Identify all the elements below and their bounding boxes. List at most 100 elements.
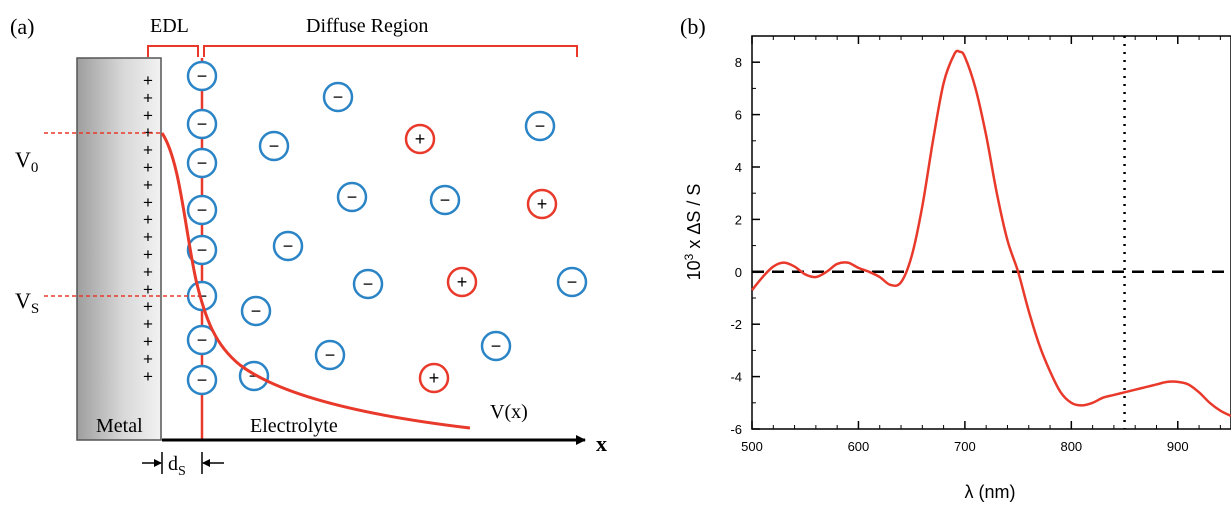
anion-sign: −	[197, 330, 208, 350]
metal-label: Metal	[96, 415, 143, 437]
metal-plus-charge: +	[143, 158, 153, 177]
anion-sign: −	[325, 345, 336, 365]
x-tick-label: 700	[954, 439, 976, 454]
anion-sign: −	[440, 190, 451, 210]
x-tick-label: 500	[741, 439, 763, 454]
metal-plus-charge: +	[143, 367, 153, 386]
anion-circle	[314, 339, 346, 371]
metal-plus-charge: +	[143, 106, 153, 125]
anion-circle	[186, 234, 218, 266]
vx-label: V(x)	[490, 401, 528, 423]
anion-sign: −	[197, 240, 208, 260]
metal-plus-charge: +	[143, 245, 153, 264]
y-tick-label: -6	[730, 422, 742, 437]
anion-circle	[556, 266, 588, 298]
metal-charges: ++++++++++++++++++	[143, 71, 153, 386]
metal-plus-charge: +	[143, 141, 153, 160]
anion-circle	[240, 295, 272, 327]
anion-circle	[336, 181, 368, 213]
metal-plus-charge: +	[143, 123, 153, 142]
anion-circle	[186, 108, 218, 140]
metal-plus-charge: +	[143, 262, 153, 281]
cation-sign: +	[537, 194, 548, 214]
x-tick-label: 600	[848, 439, 870, 454]
anion-circle	[186, 364, 218, 396]
metal-plus-charge: +	[143, 193, 153, 212]
anion-sign: −	[197, 114, 208, 134]
x-axis-title: λ (nm)	[965, 482, 1016, 502]
spectrum-series-line	[751, 49, 1231, 418]
x-axis-label: x	[596, 431, 607, 456]
anion-circle	[429, 184, 461, 216]
y-tick-label: 0	[735, 265, 742, 280]
y-tick-label: -4	[730, 370, 742, 385]
anion-sign: −	[197, 286, 208, 306]
metal-plus-charge: +	[143, 349, 153, 368]
x-axis-ticks: 500 600 700 800 900	[741, 36, 1221, 454]
anion-sign: −	[363, 274, 374, 294]
anion-circle	[524, 110, 556, 142]
metal-plus-charge: +	[143, 88, 153, 107]
y-tick-label: 2	[735, 212, 742, 227]
y-axis-title: 103 x ΔS / S	[682, 184, 704, 281]
metal-plus-charge: +	[143, 228, 153, 247]
metal-plus-charge: +	[143, 280, 153, 299]
anion-sign: −	[197, 200, 208, 220]
anion-sign: −	[197, 153, 208, 173]
electrolyte-label: Electrolyte	[250, 415, 338, 437]
anion-sign: −	[283, 236, 294, 256]
cation-circle	[404, 123, 436, 155]
plot-frame	[751, 35, 1231, 430]
anion-circle	[352, 268, 384, 300]
anion-sign: −	[347, 187, 358, 207]
cation-sign: +	[429, 368, 440, 388]
x-tick-label: 800	[1060, 439, 1082, 454]
cation-sign: +	[415, 129, 426, 149]
y-tick-label: 4	[735, 160, 742, 175]
anion-circle	[272, 230, 304, 262]
x-tick-label: 900	[1167, 439, 1189, 454]
anion-circle	[322, 81, 354, 113]
anion-circle	[480, 330, 512, 362]
potential-curve	[160, 132, 471, 430]
y-tick-label: 8	[735, 55, 742, 70]
anion-sign: −	[197, 370, 208, 390]
panel-a: (a) EDL Diffuse Region Metal +++++++++++…	[10, 14, 607, 479]
anion-sign: −	[491, 336, 502, 356]
metal-plus-charge: +	[143, 210, 153, 229]
panel-b-label: (b)	[680, 14, 706, 39]
v0-label: V0	[15, 147, 38, 176]
anion-sign: −	[269, 136, 280, 156]
cation-circle	[418, 362, 450, 394]
anion-sign: −	[567, 272, 578, 292]
anion-sign: −	[535, 116, 546, 136]
cation-sign: +	[457, 272, 468, 292]
diffuse-region-label: Diffuse Region	[306, 15, 428, 37]
y-axis-ticks: -6 -4 -2 0 2 4 6 8	[730, 55, 760, 437]
y-tick-label: 6	[735, 108, 742, 123]
edl-bracket	[147, 45, 199, 57]
metal-plus-charge: +	[143, 332, 153, 351]
y-tick-label: -2	[730, 317, 742, 332]
metal-slab	[76, 57, 162, 441]
panel-a-label: (a)	[10, 14, 34, 39]
metal-plus-charge: +	[143, 315, 153, 334]
edl-label: EDL	[150, 15, 189, 37]
panel-b: (b) -6 -4 -2 0 2 4 6 8 500 600 700 800 900 λ (nm) 1…	[680, 14, 1231, 502]
metal-plus-charge: +	[143, 175, 153, 194]
cation-circle	[526, 188, 558, 220]
metal-plus-charge: +	[143, 71, 153, 90]
ions: − − − − − − − − − − + − − − + − − + − − − − − +	[186, 60, 588, 396]
anion-circle	[258, 130, 290, 162]
vs-label: VS	[15, 288, 39, 317]
ds-label: dS	[168, 453, 186, 479]
cation-circle	[446, 266, 478, 298]
anion-circle	[186, 147, 218, 179]
anion-sign: −	[251, 301, 262, 321]
anion-sign: −	[249, 366, 260, 386]
anion-sign: −	[197, 66, 208, 86]
diffuse-bracket	[203, 45, 578, 57]
anion-circle	[186, 324, 218, 356]
anion-sign: −	[333, 87, 344, 107]
